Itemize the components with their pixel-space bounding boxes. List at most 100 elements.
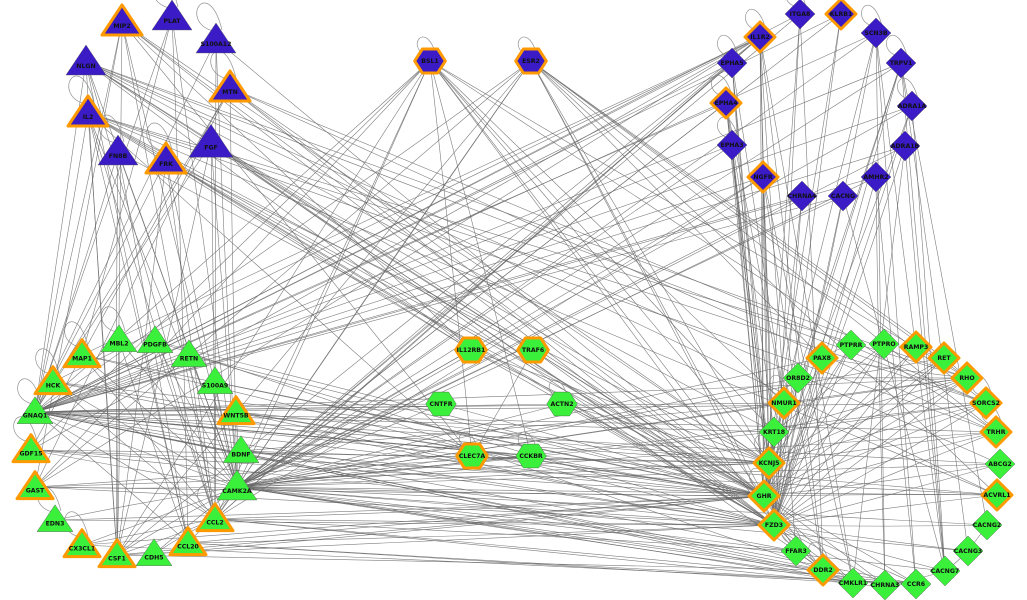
network-node[interactable] <box>784 0 816 30</box>
network-node[interactable] <box>786 180 818 212</box>
network-edge <box>240 402 785 452</box>
network-node[interactable] <box>97 538 137 569</box>
network-edge <box>34 411 886 586</box>
network-node[interactable] <box>979 415 1013 449</box>
network-node[interactable] <box>758 416 790 448</box>
network-edge <box>34 411 765 497</box>
network-edge <box>773 343 885 433</box>
network-edge <box>783 377 968 404</box>
network-node[interactable] <box>216 469 258 501</box>
network-edge <box>768 431 997 464</box>
network-node[interactable] <box>188 124 234 158</box>
network-edge <box>773 402 987 526</box>
network-node[interactable] <box>767 386 801 420</box>
network-edge <box>236 102 727 488</box>
network-node[interactable] <box>969 386 1003 420</box>
network-node[interactable] <box>455 442 489 470</box>
network-node[interactable] <box>11 433 51 464</box>
network-edge <box>763 343 885 497</box>
network-edge <box>34 195 803 413</box>
network-node[interactable] <box>837 567 869 599</box>
network-node[interactable] <box>896 90 928 122</box>
network-node[interactable] <box>889 130 921 162</box>
network-node[interactable] <box>454 336 488 364</box>
network-node[interactable] <box>135 538 173 566</box>
network-node[interactable] <box>222 435 260 463</box>
network-node[interactable] <box>136 325 174 353</box>
network-edge <box>799 13 824 571</box>
network-node[interactable] <box>899 330 933 364</box>
network-node[interactable] <box>195 22 237 54</box>
network-node[interactable] <box>196 366 234 394</box>
network-node[interactable] <box>168 526 208 557</box>
network-edge <box>210 142 824 571</box>
network-node[interactable] <box>806 553 840 587</box>
network-node[interactable] <box>100 324 138 352</box>
network-edge <box>229 87 997 433</box>
network-node[interactable] <box>425 391 457 417</box>
node-layer[interactable] <box>11 0 1016 600</box>
self-loop-edge <box>68 75 95 105</box>
network-edge <box>875 176 886 586</box>
network-node[interactable] <box>757 508 791 542</box>
network-edge <box>54 495 765 521</box>
network-node[interactable] <box>66 94 110 128</box>
network-node[interactable] <box>716 47 748 79</box>
network-edge <box>214 176 764 520</box>
network-node[interactable] <box>782 362 814 394</box>
network-node[interactable] <box>780 535 812 567</box>
network-node[interactable] <box>860 17 892 49</box>
network-node[interactable] <box>65 44 107 76</box>
network-edge <box>236 357 823 488</box>
network-edge <box>471 455 765 497</box>
network-node[interactable] <box>100 3 144 37</box>
network-node[interactable] <box>413 47 447 75</box>
network-edge <box>235 411 775 526</box>
network-node[interactable] <box>752 446 786 480</box>
network-node[interactable] <box>33 365 73 396</box>
network-edge <box>875 32 946 572</box>
network-node[interactable] <box>15 470 55 501</box>
network-node[interactable] <box>716 129 748 161</box>
network-node[interactable] <box>747 479 781 513</box>
network-edge <box>81 354 216 520</box>
network-node[interactable] <box>929 555 961 587</box>
network-node[interactable] <box>746 160 780 194</box>
network-edge <box>54 486 238 521</box>
network-node[interactable] <box>824 0 858 31</box>
network-node[interactable] <box>860 161 892 193</box>
network-node[interactable] <box>980 478 1014 512</box>
network-node[interactable] <box>62 338 102 369</box>
network-node[interactable] <box>950 361 984 395</box>
network-node[interactable] <box>885 47 917 79</box>
network-node[interactable] <box>62 528 102 559</box>
network-node[interactable] <box>927 341 961 375</box>
network-node[interactable] <box>216 395 256 426</box>
network-node[interactable] <box>144 141 188 175</box>
network-node[interactable] <box>515 443 547 469</box>
network-node[interactable] <box>743 20 777 54</box>
network-node[interactable] <box>709 86 743 120</box>
network-node[interactable] <box>97 134 139 166</box>
network-node[interactable] <box>827 180 859 212</box>
network-node[interactable] <box>900 568 932 600</box>
network-node[interactable] <box>170 339 208 367</box>
network-edge <box>904 145 946 572</box>
network-node[interactable] <box>36 504 74 532</box>
network-node[interactable] <box>514 47 548 75</box>
network-node[interactable] <box>195 502 235 533</box>
network-edge <box>87 112 998 496</box>
network-node[interactable] <box>869 569 901 600</box>
network-node[interactable] <box>516 336 550 364</box>
network-node[interactable] <box>16 396 54 424</box>
network-node[interactable] <box>208 69 252 103</box>
network-node[interactable] <box>868 328 900 360</box>
network-node[interactable] <box>151 0 193 31</box>
network-node[interactable] <box>952 535 984 567</box>
network-node[interactable] <box>984 448 1016 480</box>
network-node[interactable] <box>805 341 839 375</box>
network-node[interactable] <box>835 329 867 361</box>
network-node[interactable] <box>971 509 1003 541</box>
network-node[interactable] <box>546 391 578 417</box>
